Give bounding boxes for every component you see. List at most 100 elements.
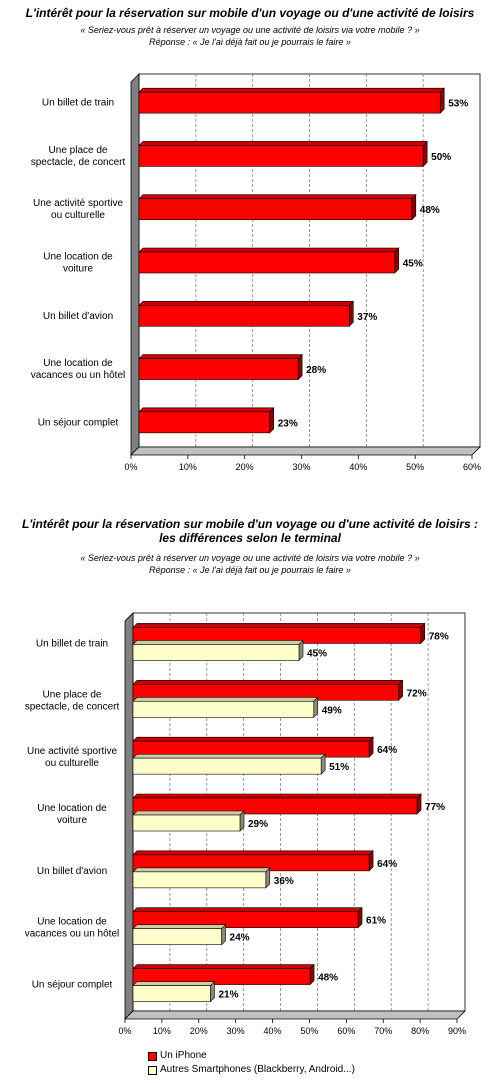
x-tick-label: 20% — [236, 462, 254, 472]
chart2-title-line1: L'intérêt pour la réservation sur mobile… — [22, 517, 478, 531]
value-label-2: 48% — [420, 205, 440, 216]
category-label-5: Une location de — [37, 917, 107, 928]
bar-6-top — [138, 407, 275, 413]
bar-3 — [138, 251, 396, 274]
legend-label-others: Autres Smartphones (Blackberry, Android.… — [160, 1064, 355, 1075]
x-tick-label: 70% — [374, 1026, 392, 1036]
bar-s0-4-top — [132, 850, 374, 856]
category-label-6: Un séjour complet — [32, 980, 113, 991]
chart2-title-line2: les différences selon le terminal — [159, 531, 341, 545]
bar-5 — [138, 358, 299, 380]
bar-4 — [138, 304, 350, 327]
bar-1 — [138, 145, 424, 167]
side-wall — [130, 73, 140, 456]
value-label-s0-6: 48% — [318, 973, 338, 984]
value-label-4: 37% — [357, 312, 377, 323]
bar-s1-3-top — [132, 810, 245, 816]
bar-s0-2-top — [132, 736, 374, 742]
bar-s1-1 — [132, 700, 315, 718]
chart2-question: « Seriez-vous prêt à réserver un voyage … — [80, 553, 420, 563]
x-tick-label: 20% — [190, 1026, 208, 1036]
bar-s1-2 — [132, 757, 322, 775]
value-label-1: 50% — [431, 152, 451, 163]
x-tick-label: 30% — [227, 1026, 245, 1036]
bar-s1-3 — [132, 814, 241, 832]
bar-2-top — [138, 194, 417, 200]
legend-swatch-iphone — [148, 1051, 157, 1061]
value-label-s1-4: 36% — [274, 876, 294, 887]
value-label-s1-6: 21% — [218, 990, 238, 1001]
bar-s0-6 — [132, 968, 311, 985]
bar-0 — [138, 91, 441, 114]
category-label-4: Un billet d'avion — [43, 311, 113, 322]
legend-item-iphone: Un iPhone — [148, 1049, 355, 1063]
legend-label-iphone: Un iPhone — [160, 1050, 207, 1061]
bar-s0-0-top — [132, 623, 426, 628]
value-label-s0-5: 61% — [366, 916, 386, 927]
bar-s1-0 — [132, 644, 300, 661]
category-label-3: Une location de — [43, 252, 113, 263]
category-label-3: voiture — [57, 815, 87, 826]
x-tick-label: 80% — [411, 1026, 429, 1036]
value-label-s0-1: 72% — [407, 688, 427, 699]
x-tick-label: 0% — [124, 462, 137, 472]
bar-s1-0-top — [132, 640, 304, 645]
x-tick-label: 60% — [337, 1026, 355, 1036]
category-label-1: Une place de — [43, 689, 102, 700]
value-label-s1-0: 45% — [307, 648, 327, 659]
x-tick-label: 90% — [448, 1026, 466, 1036]
bar-s1-1-top — [132, 696, 319, 702]
chart2-legend: Un iPhone Autres Smartphones (Blackberry… — [148, 1049, 355, 1077]
category-label-3: voiture — [63, 264, 93, 275]
bar-2 — [138, 198, 413, 221]
floor — [130, 446, 481, 456]
bar-s1-5 — [132, 928, 222, 946]
chart1-question: « Seriez-vous prêt à réserver un voyage … — [80, 25, 420, 35]
bar-1-top — [138, 141, 428, 146]
bar-s1-5-top — [132, 924, 227, 930]
value-label-0: 53% — [448, 99, 468, 110]
category-label-2: Une activité sportive — [33, 198, 123, 209]
bar-s0-3 — [132, 797, 418, 815]
category-label-2: Une activité sportive — [27, 746, 117, 757]
category-label-1: spectacle, de concert — [31, 157, 126, 168]
value-label-s1-5: 24% — [230, 933, 250, 944]
bar-4-top — [138, 300, 355, 306]
value-label-3: 45% — [403, 259, 423, 270]
bar-s0-5 — [132, 911, 359, 929]
bar-0-top — [138, 87, 445, 93]
legend-swatch-others — [148, 1065, 157, 1075]
category-label-4: Un billet d'avion — [37, 866, 107, 877]
bar-s1-6-top — [132, 981, 216, 986]
category-label-3: Une location de — [37, 803, 107, 814]
bar-5-top — [138, 354, 303, 359]
category-label-2: ou culturelle — [45, 758, 99, 769]
category-label-1: spectacle, de concert — [25, 701, 120, 712]
value-label-s1-3: 29% — [248, 819, 268, 830]
category-label-6: Un séjour complet — [38, 417, 119, 428]
bar-s1-4-top — [132, 867, 271, 873]
chart1-title: L'intérêt pour la réservation sur mobile… — [25, 6, 475, 20]
legend-item-others: Autres Smartphones (Blackberry, Android.… — [148, 1063, 355, 1077]
category-label-2: ou culturelle — [51, 210, 105, 221]
x-tick-label: 50% — [406, 462, 424, 472]
value-label-s0-3: 77% — [425, 802, 445, 813]
category-label-5: vacances ou un hôtel — [31, 370, 126, 381]
x-tick-label: 10% — [153, 1026, 171, 1036]
value-label-6: 23% — [278, 418, 298, 429]
bar-3-top — [138, 247, 400, 253]
bar-s0-5-top — [132, 907, 363, 913]
bar-s1-2-top — [132, 753, 326, 759]
bar-s0-3-top — [132, 793, 422, 799]
value-label-s0-2: 64% — [377, 745, 397, 756]
category-label-0: Un billet de train — [42, 98, 114, 109]
floor — [124, 1010, 466, 1020]
value-label-s0-0: 78% — [429, 631, 449, 642]
chart1-plot: 0% 10% 20% 30% 40% 50% 60% 53% Un billet de trai… — [31, 73, 481, 472]
value-label-5: 28% — [306, 365, 326, 376]
x-tick-label: 10% — [179, 462, 197, 472]
x-tick-label: 0% — [118, 1026, 131, 1036]
bar-s0-1-top — [132, 679, 404, 685]
bar-s0-6-top — [132, 964, 315, 969]
x-tick-label: 40% — [264, 1026, 282, 1036]
